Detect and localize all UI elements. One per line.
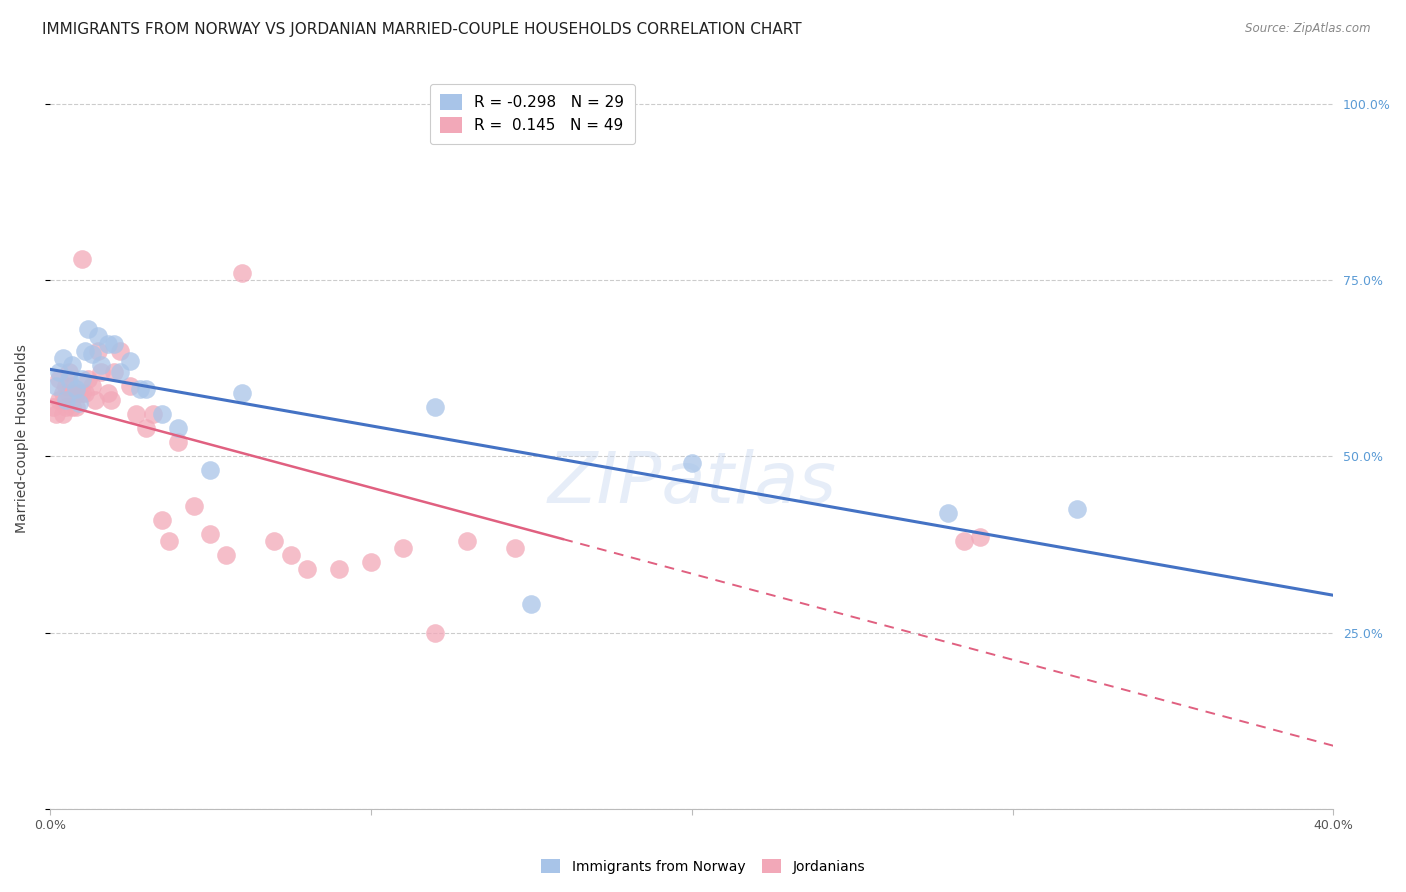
- Point: [77, 322, 100, 336]
- Point: [215, 548, 238, 562]
- Point: [128, 383, 150, 397]
- Point: [1066, 502, 1088, 516]
- Point: [80, 347, 103, 361]
- Point: [360, 555, 382, 569]
- Point: [77, 372, 100, 386]
- Point: [70, 372, 93, 386]
- Point: [60, 358, 83, 372]
- Point: [456, 534, 478, 549]
- Point: [157, 534, 180, 549]
- Legend: Immigrants from Norway, Jordanians: Immigrants from Norway, Jordanians: [534, 852, 872, 880]
- Point: [52, 385, 75, 400]
- Point: [200, 463, 222, 477]
- Point: [65, 383, 87, 397]
- Point: [423, 400, 446, 414]
- Point: [103, 365, 125, 379]
- Point: [60, 400, 83, 414]
- Point: [120, 354, 142, 368]
- Point: [58, 372, 80, 386]
- Point: [953, 534, 976, 549]
- Point: [103, 336, 125, 351]
- Point: [58, 365, 80, 379]
- Legend: R = -0.298   N = 29, R =  0.145   N = 49: R = -0.298 N = 29, R = 0.145 N = 49: [430, 84, 634, 144]
- Point: [120, 379, 142, 393]
- Point: [97, 336, 120, 351]
- Point: [135, 421, 157, 435]
- Point: [87, 329, 110, 343]
- Point: [280, 548, 302, 562]
- Point: [45, 379, 67, 393]
- Y-axis label: Married-couple Households: Married-couple Households: [15, 344, 30, 533]
- Point: [52, 351, 75, 365]
- Point: [70, 385, 93, 400]
- Point: [150, 513, 173, 527]
- Point: [48, 392, 70, 407]
- Point: [65, 385, 87, 400]
- Point: [167, 435, 190, 450]
- Text: Source: ZipAtlas.com: Source: ZipAtlas.com: [1246, 22, 1371, 36]
- Point: [48, 372, 70, 386]
- Point: [936, 506, 959, 520]
- Point: [80, 379, 103, 393]
- Point: [520, 598, 543, 612]
- Point: [55, 379, 77, 393]
- Point: [503, 541, 526, 555]
- Point: [423, 625, 446, 640]
- Point: [135, 383, 157, 397]
- Point: [87, 343, 110, 358]
- Point: [48, 365, 70, 379]
- Point: [75, 385, 97, 400]
- Text: IMMIGRANTS FROM NORWAY VS JORDANIAN MARRIED-COUPLE HOUSEHOLDS CORRELATION CHART: IMMIGRANTS FROM NORWAY VS JORDANIAN MARR…: [42, 22, 801, 37]
- Point: [55, 400, 77, 414]
- Point: [295, 562, 318, 576]
- Point: [969, 531, 991, 545]
- Point: [167, 421, 190, 435]
- Point: [60, 379, 83, 393]
- Point: [200, 527, 222, 541]
- Point: [681, 457, 703, 471]
- Point: [67, 396, 90, 410]
- Point: [70, 252, 93, 266]
- Point: [90, 358, 112, 372]
- Point: [141, 407, 163, 421]
- Point: [100, 392, 122, 407]
- Point: [110, 365, 132, 379]
- Point: [110, 343, 132, 358]
- Point: [67, 385, 90, 400]
- Point: [183, 499, 205, 513]
- Point: [231, 266, 253, 280]
- Point: [90, 365, 112, 379]
- Point: [45, 407, 67, 421]
- Point: [125, 407, 148, 421]
- Text: ZIPatlas: ZIPatlas: [547, 449, 837, 517]
- Point: [75, 343, 97, 358]
- Point: [263, 534, 285, 549]
- Point: [391, 541, 413, 555]
- Point: [150, 407, 173, 421]
- Point: [52, 407, 75, 421]
- Point: [42, 400, 65, 414]
- Point: [231, 385, 253, 400]
- Point: [58, 385, 80, 400]
- Point: [97, 385, 120, 400]
- Point: [55, 392, 77, 407]
- Point: [328, 562, 350, 576]
- Point: [65, 400, 87, 414]
- Point: [83, 392, 105, 407]
